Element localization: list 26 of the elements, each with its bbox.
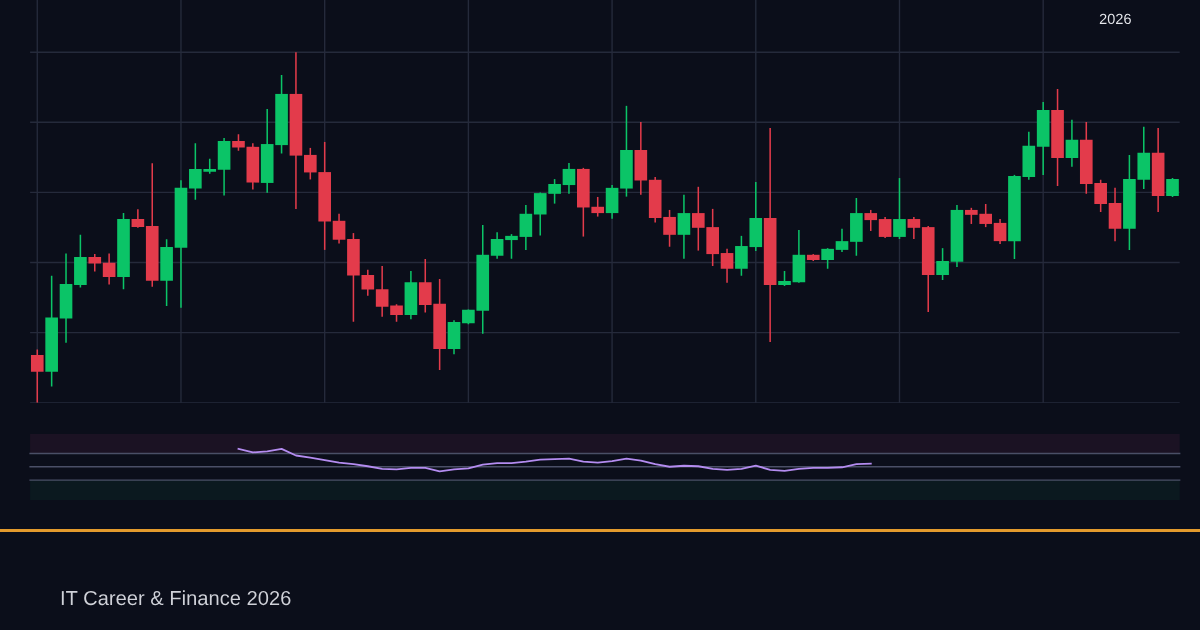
candlestick [1166, 177, 1179, 198]
candlestick [835, 228, 849, 253]
candlestick [591, 196, 605, 218]
candlestick [893, 177, 906, 240]
candlestick [907, 216, 921, 240]
candlestick [936, 247, 949, 281]
candlestick [375, 265, 389, 318]
candlestick [864, 209, 878, 232]
candlestick [821, 247, 834, 270]
candlestick [303, 147, 317, 181]
candlestick [102, 252, 116, 286]
candlestick [361, 269, 375, 297]
candlestick [519, 204, 533, 251]
candlestick [131, 208, 145, 229]
candlestick [505, 233, 518, 260]
candlestick [878, 216, 892, 239]
text: IT Career & Finance 2026 [61, 590, 291, 606]
candlestick [1065, 119, 1079, 168]
candlestick [993, 218, 1007, 245]
candlestick [30, 348, 44, 403]
candlestick [490, 231, 504, 260]
text: 2026 [1099, 13, 1131, 25]
candlestick [562, 162, 576, 195]
candlestick [677, 194, 691, 260]
candlestick [720, 248, 734, 284]
candlestick [332, 213, 346, 245]
